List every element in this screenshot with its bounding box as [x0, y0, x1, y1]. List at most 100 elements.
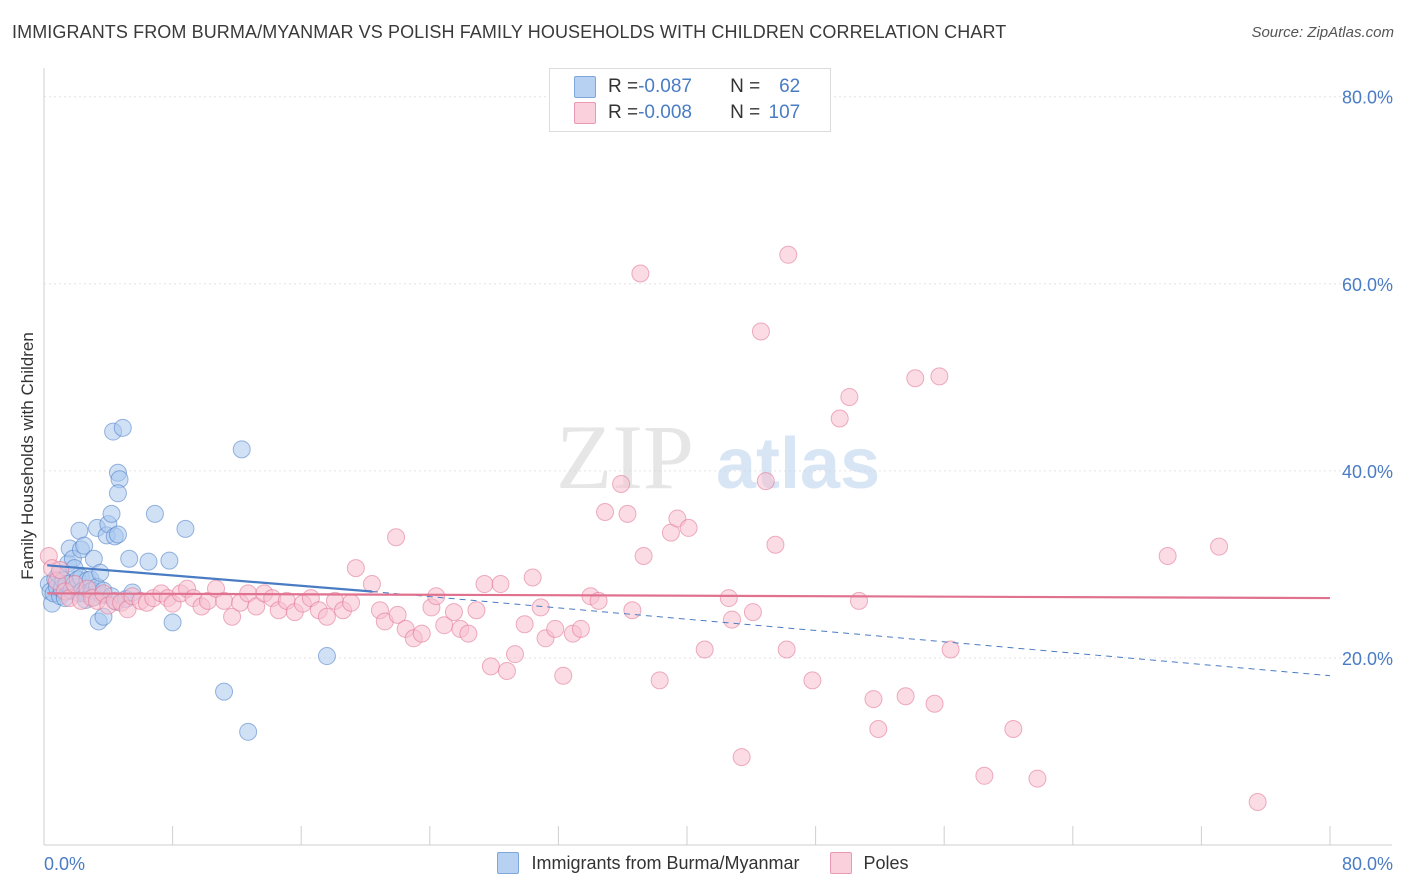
- point-poles: [362, 575, 381, 594]
- legend-n-value: 107: [768, 102, 801, 123]
- point-burma: [91, 563, 110, 582]
- point-poles: [634, 546, 653, 565]
- point-poles: [906, 369, 925, 388]
- point-poles: [342, 593, 361, 612]
- point-poles: [623, 601, 642, 620]
- grid-lines: [44, 96, 1392, 659]
- point-burma: [70, 521, 89, 540]
- y-tick-label: 40.0%: [1342, 462, 1393, 482]
- point-poles: [515, 615, 534, 634]
- point-burma: [102, 504, 121, 523]
- y-tick-label: 60.0%: [1342, 275, 1393, 295]
- point-burma: [215, 682, 234, 701]
- point-poles: [589, 591, 608, 610]
- data-points: [39, 245, 1267, 811]
- point-poles: [896, 687, 915, 706]
- point-poles: [1028, 769, 1047, 788]
- series-swatch-burma: [497, 852, 520, 874]
- point-poles: [766, 535, 785, 554]
- point-poles: [650, 671, 669, 690]
- point-burma: [317, 647, 336, 666]
- point-poles: [497, 662, 516, 681]
- point-poles: [51, 561, 70, 580]
- trend-burma-solid: [47, 564, 373, 593]
- point-poles: [531, 598, 550, 617]
- point-poles: [723, 610, 742, 629]
- point-poles: [546, 619, 565, 638]
- series-swatch-poles: [829, 852, 852, 874]
- point-poles: [247, 597, 266, 616]
- legend-r-value: -0.087: [638, 76, 692, 97]
- legend-r-label: R =: [608, 76, 639, 97]
- point-poles: [869, 720, 888, 739]
- tick-labels: 20.0% 40.0% 60.0% 80.0% 0.0% 80.0%: [44, 88, 1393, 874]
- point-poles: [618, 504, 637, 523]
- legend-row-burma: R = -0.087 N = 62: [574, 75, 800, 99]
- y-tick-label: 80.0%: [1342, 88, 1393, 108]
- point-burma: [108, 525, 127, 544]
- series-legend-burma: Immigrants from Burma/Myanmar: [497, 852, 800, 874]
- point-poles: [930, 367, 949, 386]
- point-poles: [751, 322, 770, 341]
- point-poles: [679, 518, 698, 537]
- source-label: Source: ZipAtlas.com: [1251, 24, 1394, 41]
- point-burma: [160, 551, 179, 570]
- point-poles: [941, 640, 960, 659]
- point-poles: [475, 575, 494, 594]
- legend-n-value: 62: [779, 76, 801, 97]
- point-poles: [346, 559, 365, 578]
- watermark-atlas: atlas: [716, 424, 880, 504]
- point-poles: [779, 245, 798, 264]
- point-poles: [840, 387, 859, 406]
- point-burma: [120, 549, 139, 568]
- point-poles: [1158, 546, 1177, 565]
- point-burma: [108, 484, 127, 503]
- point-poles: [732, 748, 751, 767]
- point-poles: [743, 603, 762, 622]
- point-burma: [163, 613, 182, 632]
- point-poles: [387, 528, 406, 547]
- point-poles: [612, 474, 631, 493]
- point-burma: [176, 519, 195, 538]
- point-poles: [803, 671, 822, 690]
- series-name-burma: Immigrants from Burma/Myanmar: [531, 852, 800, 873]
- watermark-zip: ZIP: [556, 406, 694, 508]
- point-poles: [467, 601, 486, 620]
- point-poles: [695, 640, 714, 659]
- series-legend: Immigrants from Burma/Myanmar Poles: [0, 852, 1406, 874]
- legend-row-poles: R = -0.008 N = 107: [574, 101, 800, 125]
- stats-legend: R = -0.087 N = 62 R = -0.008 N = 107: [549, 68, 831, 132]
- point-burma: [75, 536, 94, 555]
- point-poles: [1248, 792, 1267, 811]
- point-poles: [223, 607, 242, 626]
- point-poles: [388, 605, 407, 624]
- point-poles: [317, 607, 336, 626]
- point-poles: [491, 575, 510, 594]
- point-poles: [975, 766, 994, 785]
- axes: [43, 68, 1392, 846]
- x-tick-label: 0.0%: [44, 854, 85, 874]
- legend-r-label: R =: [608, 102, 639, 123]
- point-poles: [523, 568, 542, 587]
- point-poles: [596, 503, 615, 522]
- point-poles: [444, 603, 463, 622]
- point-burma: [232, 440, 251, 459]
- point-poles: [459, 624, 478, 643]
- legend-n-label: N =: [730, 76, 761, 97]
- series-legend-poles: Poles: [829, 852, 909, 874]
- series-name-poles: Poles: [863, 852, 909, 873]
- point-poles: [481, 657, 500, 676]
- y-tick-label: 20.0%: [1342, 649, 1393, 669]
- legend-swatch-poles: [574, 102, 596, 124]
- legend-n-label: N =: [730, 102, 761, 123]
- trend-poles-solid: [47, 592, 1331, 600]
- point-poles: [1004, 720, 1023, 739]
- point-poles: [850, 591, 869, 610]
- point-poles: [830, 409, 849, 428]
- point-poles: [505, 645, 524, 664]
- point-burma: [145, 504, 164, 523]
- point-poles: [554, 666, 573, 685]
- point-poles: [777, 640, 796, 659]
- x-tick-label: 80.0%: [1342, 854, 1393, 874]
